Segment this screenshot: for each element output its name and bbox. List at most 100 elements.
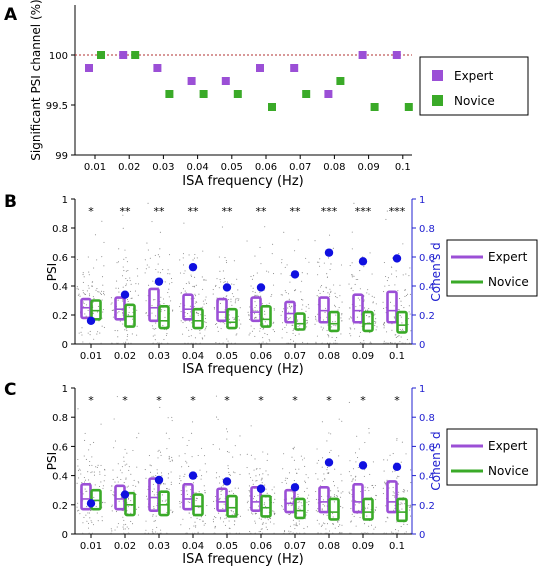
- c-jitter-point: [328, 472, 330, 475]
- c-jitter-point: [250, 425, 252, 427]
- c-jitter-point: [405, 531, 407, 533]
- b-jitter-point: [213, 308, 216, 310]
- b-jitter-point: [384, 285, 386, 287]
- panel-a-x-tick-label: 0.07: [289, 162, 311, 173]
- c-novice-box: [226, 494, 238, 518]
- b-jitter-point: [190, 275, 193, 277]
- b-jitter-point: [101, 325, 103, 327]
- b-jitter-point: [212, 293, 214, 295]
- c-jitter-point: [155, 474, 157, 477]
- c-jitter-point: [194, 521, 196, 523]
- b-jitter-point: [290, 307, 292, 309]
- c-x-tick-label: 0.08: [318, 541, 340, 552]
- c-jitter-point: [170, 509, 172, 511]
- b-jitter-point: [151, 221, 153, 223]
- c-jitter-point: [82, 532, 84, 534]
- c-jitter-point: [401, 508, 403, 510]
- b-x-tick-label: 0.1: [389, 351, 405, 362]
- panel-b-letter: B: [4, 192, 17, 212]
- b-jitter-point: [87, 309, 89, 312]
- c-jitter-point: [135, 485, 137, 487]
- c-jitter-point: [306, 526, 308, 528]
- c-jitter-point: [215, 477, 217, 479]
- b-jitter-point: [130, 297, 132, 299]
- c-jitter-point: [215, 495, 217, 498]
- b-jitter-point: [374, 322, 376, 324]
- panel-c-y-ticks-right: 00.20.40.60.81: [412, 384, 435, 541]
- c-jitter-point: [274, 498, 276, 500]
- b-jitter-point: [197, 314, 199, 316]
- c-jitter-point: [146, 498, 148, 500]
- b-jitter-point: [189, 311, 192, 313]
- b-jitter-point: [335, 325, 337, 327]
- b-jitter-point: [351, 276, 353, 278]
- b-jitter-point: [122, 323, 124, 325]
- c-jitter-point: [119, 469, 121, 471]
- c-jitter-point: [84, 488, 86, 490]
- b-jitter-point: [187, 342, 189, 344]
- c-jitter-point: [248, 473, 250, 475]
- b-jitter-point: [399, 329, 401, 331]
- b-jitter-point: [125, 277, 127, 280]
- c-jitter-point: [220, 493, 222, 495]
- c-jitter-point: [259, 530, 262, 533]
- c-jitter-point: [153, 475, 155, 477]
- c-jitter-point: [337, 521, 339, 523]
- b-jitter-point: [359, 288, 361, 290]
- c-jitter-point: [292, 532, 294, 534]
- c-jitter-point: [214, 527, 216, 529]
- b-jitter-point: [316, 335, 318, 337]
- expert-marker: [324, 90, 333, 98]
- b-jitter-point: [195, 284, 197, 286]
- c-jitter-point: [88, 479, 90, 481]
- c-jitter-point: [167, 473, 170, 475]
- c-jitter-point: [339, 532, 341, 534]
- panel-a-y-tick-label: 100: [49, 51, 68, 62]
- b-jitter-point: [368, 321, 370, 324]
- b-jitter-point: [391, 329, 393, 331]
- c-jitter-point: [341, 532, 343, 534]
- b-jitter-point: [96, 333, 98, 335]
- b-jitter-point: [122, 342, 124, 344]
- c-jitter-point: [152, 514, 154, 516]
- b-jitter-point: [315, 341, 317, 343]
- b-jitter-point: [259, 327, 261, 329]
- c-jitter-point: [154, 520, 156, 522]
- c-jitter-point: [145, 529, 147, 531]
- c-jitter-point: [185, 460, 187, 462]
- b-jitter-point: [85, 304, 88, 306]
- c-jitter-point: [125, 478, 127, 480]
- b-jitter-point: [264, 226, 266, 228]
- b-jitter-point: [281, 322, 284, 324]
- c-jitter-point: [259, 468, 261, 470]
- b-jitter-point: [374, 313, 376, 315]
- c-jitter-point: [235, 532, 237, 534]
- b-jitter-point: [299, 325, 301, 327]
- b-jitter-point: [401, 342, 403, 344]
- b-jitter-point: [254, 255, 256, 257]
- c-jitter-point: [193, 525, 195, 527]
- b-jitter-point: [83, 276, 85, 278]
- b-jitter-point: [123, 258, 125, 260]
- b-jitter-point: [137, 275, 139, 277]
- c-jitter-point: [179, 475, 181, 477]
- b-jitter-point: [215, 323, 217, 325]
- panel-c-x-ticks: 0.01 0.02 0.03 0.04 0.05 0.06 0.07 0.08 0.09 0.1: [80, 534, 405, 552]
- c-jitter-point: [293, 524, 295, 526]
- b-jitter-point: [247, 311, 249, 313]
- c-jitter-point: [315, 473, 317, 475]
- b-jitter-point: [315, 342, 317, 344]
- panel-a-x-label: ISA frequency (Hz): [182, 174, 303, 189]
- c-jitter-point: [82, 493, 84, 495]
- c-jitter-point: [233, 471, 235, 473]
- b-jitter-point: [327, 292, 329, 294]
- c-cohens-d-point: [222, 477, 232, 486]
- c-jitter-point: [110, 528, 112, 530]
- b-jitter-point: [318, 261, 320, 263]
- c-jitter-point: [410, 505, 412, 507]
- c-jitter-point: [77, 465, 79, 467]
- b-jitter-point: [195, 300, 197, 303]
- c-jitter-point: [239, 515, 241, 517]
- c-significance-mark: *: [326, 394, 332, 407]
